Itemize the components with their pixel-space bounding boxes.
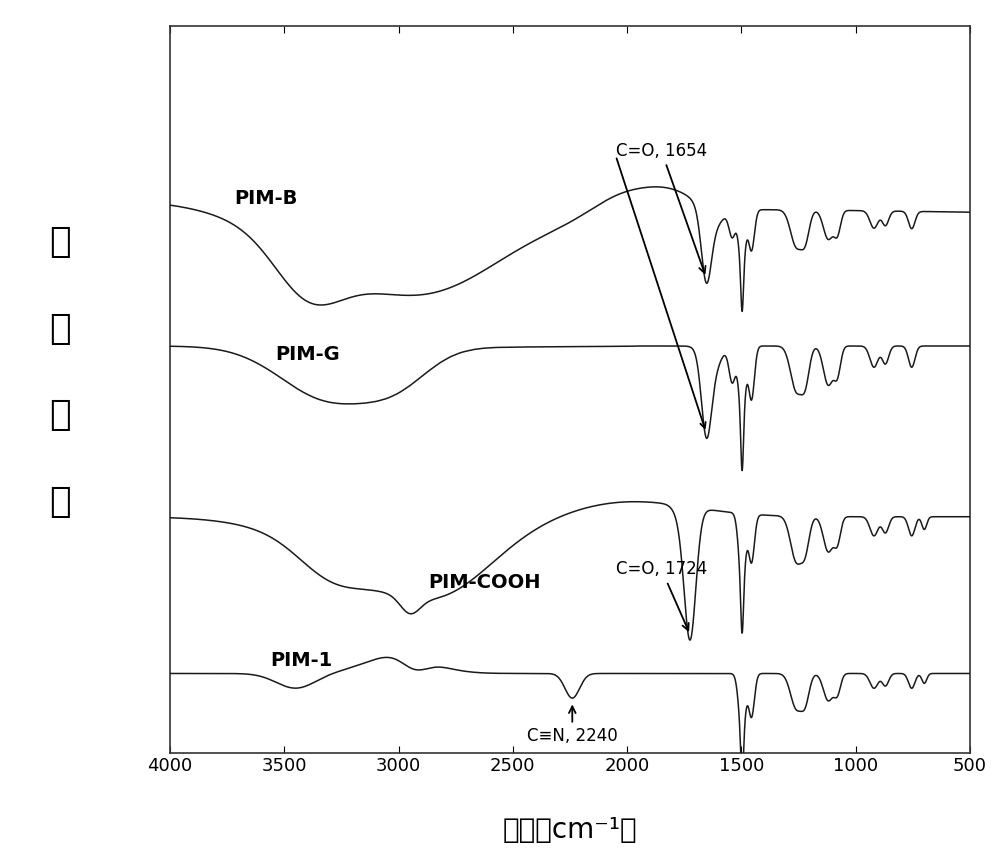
Text: 号: 号 bbox=[49, 311, 71, 346]
Text: C=O, 1724: C=O, 1724 bbox=[616, 561, 707, 631]
Text: 强: 强 bbox=[49, 398, 71, 432]
Text: PIM-B: PIM-B bbox=[234, 189, 297, 208]
Text: PIM-G: PIM-G bbox=[275, 345, 340, 364]
Text: PIM-1: PIM-1 bbox=[271, 651, 333, 670]
Text: PIM-COOH: PIM-COOH bbox=[428, 573, 541, 592]
Text: C=O, 1654: C=O, 1654 bbox=[616, 142, 707, 273]
Text: 度: 度 bbox=[49, 484, 71, 519]
Text: C≡N, 2240: C≡N, 2240 bbox=[527, 707, 618, 746]
Text: 波数（cm⁻¹）: 波数（cm⁻¹） bbox=[503, 817, 637, 844]
Text: 信: 信 bbox=[49, 225, 71, 260]
